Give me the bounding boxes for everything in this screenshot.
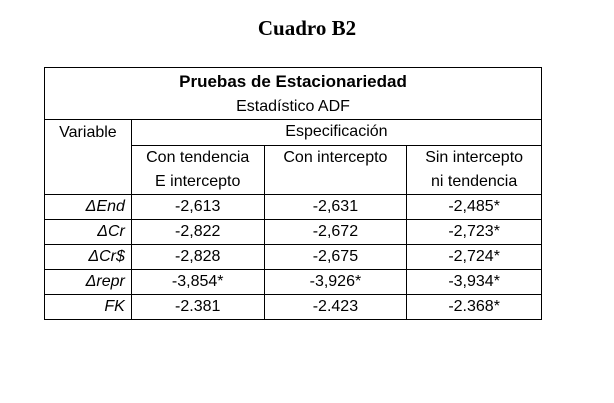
table-title: Pruebas de Estacionariedad	[44, 67, 542, 95]
header-line: E intercepto	[155, 172, 241, 190]
adf-table: Pruebas de Estacionariedad Estadístico A…	[44, 67, 543, 320]
data-row: ΔEnd -2,613 -2,631 -2,485*	[44, 194, 542, 220]
value-cell: -2,723*	[406, 219, 542, 245]
value-cell: -2,613	[130, 194, 265, 220]
value-cell: -2,485*	[406, 194, 542, 220]
variable-header: Variable	[44, 119, 132, 145]
value-cell: -2,822	[130, 219, 265, 245]
variable-cell: ΔCr	[44, 219, 132, 245]
spec-row: Variable Especificación	[44, 119, 543, 146]
value-cell: -2,631	[263, 194, 408, 220]
header-line: ni tendencia	[430, 172, 518, 190]
data-row: Δrepr -3,854* -3,926* -3,934*	[44, 269, 542, 295]
table-subtitle: Estadístico ADF	[44, 95, 542, 120]
subtitle-row: Estadístico ADF	[44, 95, 542, 120]
title-row: Pruebas de Estacionariedad	[44, 67, 542, 95]
value-cell: -2,828	[130, 244, 265, 270]
value-cell: -3,854*	[130, 269, 265, 295]
column-header: Con tendencia E intercepto	[130, 144, 265, 195]
value-cell: -2,675	[263, 244, 408, 270]
column-header-row: Con tendencia E intercepto Con intercepto S…	[44, 144, 542, 195]
value-cell: -2.368*	[406, 294, 542, 320]
table-body: Pruebas de Estacionariedad Estadístico A…	[44, 67, 543, 320]
variable-cell: ΔEnd	[44, 194, 132, 220]
empty-cell	[44, 145, 132, 195]
value-cell: -2.381	[130, 294, 265, 320]
value-cell: -2,672	[263, 219, 408, 245]
header-line: Con tendencia	[146, 148, 250, 166]
spec-header: Especificación	[130, 119, 543, 146]
variable-cell: ΔCr$	[44, 244, 132, 270]
data-row: FK -2.381 -2.423 -2.368*	[44, 294, 542, 320]
value-cell: -3,934*	[406, 269, 542, 295]
column-header: Con intercepto	[263, 144, 408, 195]
column-header: Sin intercepto ni tendencia	[406, 144, 542, 195]
value-cell: -2.423	[263, 294, 408, 320]
variable-cell: FK	[44, 294, 132, 320]
data-row: ΔCr -2,822 -2,672 -2,723*	[44, 219, 542, 245]
value-cell: -3,926*	[263, 269, 408, 295]
document-title: Cuadro B2	[257, 16, 357, 40]
header-line: Sin intercepto	[425, 148, 524, 166]
variable-cell: Δrepr	[44, 269, 132, 295]
header-line: Con intercepto	[283, 148, 388, 166]
data-row: ΔCr$ -2,828 -2,675 -2,724*	[44, 244, 542, 270]
value-cell: -2,724*	[406, 244, 542, 270]
